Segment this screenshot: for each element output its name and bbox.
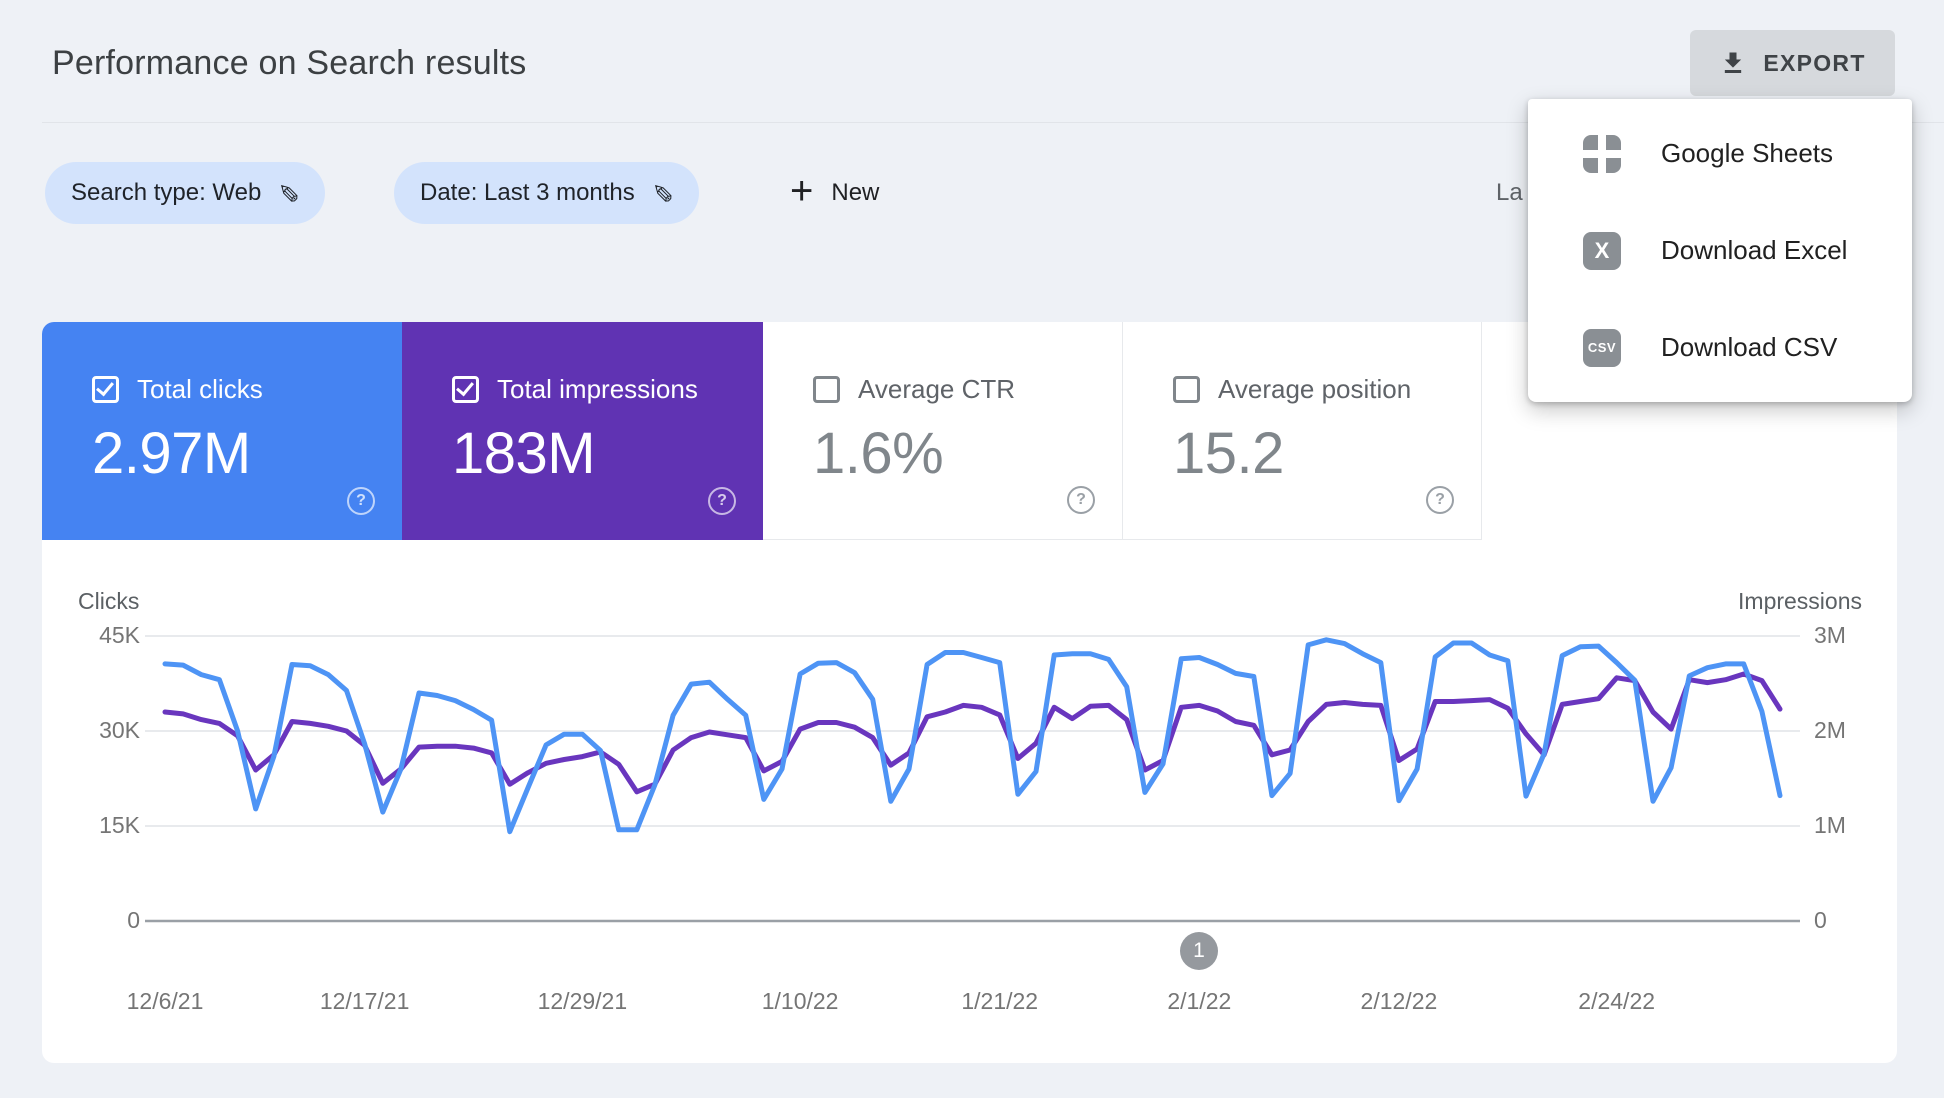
help-icon[interactable]: ? [1067, 486, 1095, 514]
x-axis-tick: 12/29/21 [537, 988, 628, 1014]
header-divider [42, 122, 1944, 123]
export-button-label: EXPORT [1763, 49, 1866, 76]
checkbox-empty-icon[interactable] [813, 376, 840, 403]
metric-value: 15.2 [1173, 421, 1284, 486]
x-axis-tick: 12/17/21 [319, 988, 410, 1014]
metric-label: Total impressions [497, 374, 698, 404]
metric-label: Average position [1218, 374, 1412, 404]
google-sheets-icon [1583, 134, 1621, 173]
menu-item-label: Download CSV [1661, 332, 1838, 362]
left-axis-tick: 0 [127, 907, 140, 933]
csv-icon: CSV [1583, 328, 1621, 367]
checkbox-empty-icon[interactable] [1173, 376, 1200, 403]
edit-pencil-icon: ✎ [273, 182, 304, 204]
page-title: Performance on Search results [52, 44, 527, 82]
help-icon[interactable]: ? [708, 487, 736, 515]
metric-tile-average-position[interactable]: Average position 15.2 ? [1122, 322, 1482, 540]
last-updated-text-clipped: La [1496, 179, 1523, 206]
plus-icon: + [790, 169, 814, 213]
checkbox-checked-icon[interactable] [452, 376, 479, 403]
metric-value: 2.97M [92, 421, 251, 486]
menu-item-label: Download Excel [1661, 235, 1848, 265]
right-axis-title: Impressions [1738, 588, 1862, 614]
metric-tile-total-impressions[interactable]: Total impressions 183M ? [402, 322, 763, 540]
metric-value: 1.6% [813, 421, 944, 486]
export-menu: Google Sheets X Download Excel CSV Downl… [1528, 99, 1912, 402]
help-icon[interactable]: ? [347, 487, 375, 515]
new-filter-label: New [831, 179, 880, 206]
right-axis-tick: 1M [1814, 812, 1846, 838]
menu-item-google-sheets[interactable]: Google Sheets [1528, 105, 1912, 202]
edit-pencil-icon: ✎ [646, 182, 677, 204]
right-axis-tick: 2M [1814, 717, 1846, 743]
left-axis-tick: 45K [99, 622, 140, 648]
metric-value: 183M [452, 421, 596, 486]
menu-item-label: Google Sheets [1661, 138, 1834, 168]
right-axis-tick: 0 [1814, 907, 1827, 933]
x-axis-tick: 12/6/21 [126, 988, 204, 1014]
filter-chip-search-type[interactable]: Search type: Web ✎ [45, 162, 326, 224]
right-axis-tick: 3M [1814, 622, 1846, 648]
filter-chip-search-type-label: Search type: Web [71, 179, 262, 206]
pagination-dot-1[interactable]: 1 [1180, 932, 1218, 970]
download-icon [1719, 49, 1747, 77]
filter-chip-date[interactable]: Date: Last 3 months ✎ [394, 162, 699, 224]
left-axis-tick: 30K [99, 717, 140, 743]
metric-tile-total-clicks[interactable]: Total clicks 2.97M ? [42, 322, 402, 540]
x-axis-tick: 1/10/22 [761, 988, 839, 1014]
new-filter-button[interactable]: + New [790, 162, 879, 224]
left-axis-title: Clicks [78, 588, 140, 614]
checkbox-checked-icon[interactable] [92, 376, 119, 403]
help-icon[interactable]: ? [1426, 486, 1454, 514]
x-axis-tick: 2/24/22 [1578, 988, 1656, 1014]
menu-item-download-excel[interactable]: X Download Excel [1528, 202, 1912, 299]
x-axis-tick: 1/21/22 [961, 988, 1039, 1014]
excel-icon: X [1583, 231, 1621, 270]
export-button[interactable]: EXPORT [1690, 30, 1895, 96]
metric-tile-average-ctr[interactable]: Average CTR 1.6% ? [763, 322, 1122, 540]
x-axis-tick: 2/12/22 [1360, 988, 1438, 1014]
x-axis-tick: 2/1/22 [1167, 988, 1232, 1014]
filter-chip-date-label: Date: Last 3 months [420, 179, 635, 206]
metric-label: Average CTR [858, 374, 1016, 404]
left-axis-tick: 15K [99, 812, 140, 838]
menu-item-download-csv[interactable]: CSV Download CSV [1528, 299, 1912, 396]
metric-label: Total clicks [137, 374, 263, 404]
